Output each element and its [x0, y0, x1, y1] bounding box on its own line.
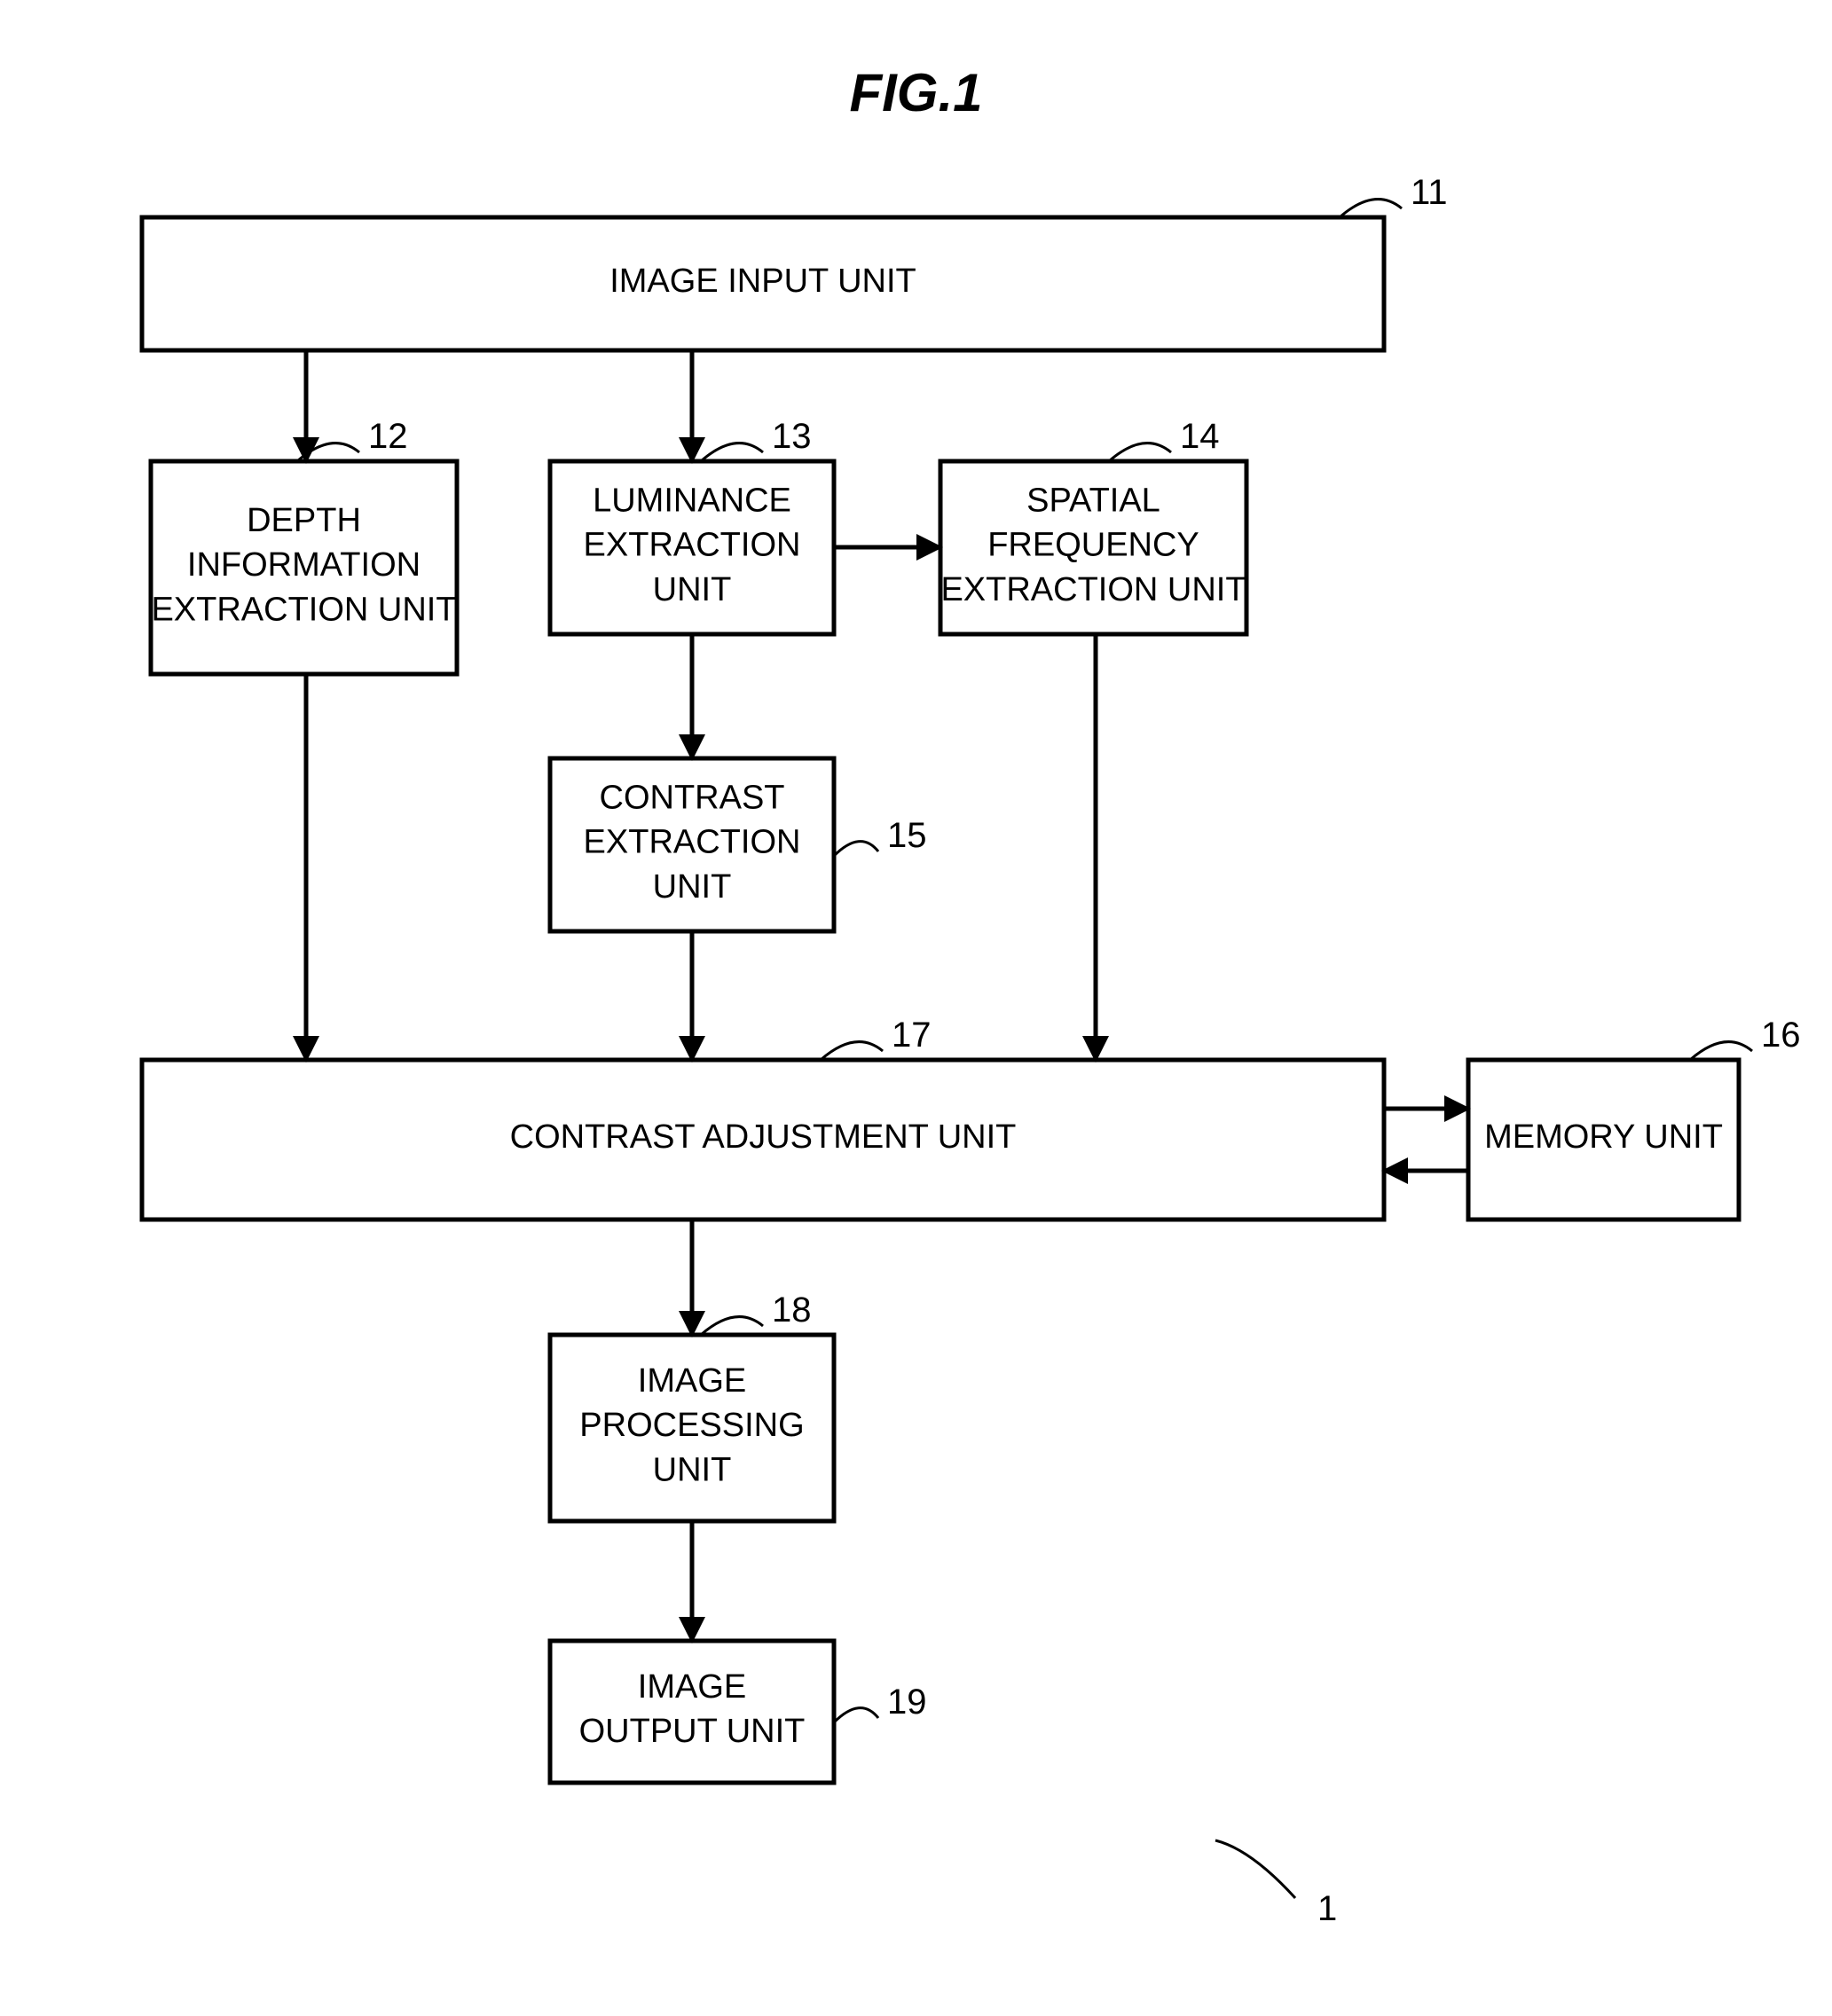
block-12-text: EXTRACTION UNIT [151, 591, 456, 628]
block-17-text: CONTRAST ADJUSTMENT UNIT [510, 1118, 1017, 1156]
block-18-text: IMAGE [638, 1362, 746, 1400]
block-15: CONTRAST EXTRACTION UNIT [550, 758, 834, 931]
block-19: IMAGE OUTPUT UNIT [550, 1641, 834, 1783]
ref-label-11: 11 [1411, 173, 1448, 212]
ref-label-19: 19 [887, 1683, 927, 1722]
ref-label-18: 18 [772, 1290, 812, 1330]
ref-label-13: 13 [772, 417, 812, 456]
block-11: IMAGE INPUT UNIT [142, 217, 1384, 350]
block-13-text: LUMINANCE [593, 482, 791, 519]
block-19-text: IMAGE [638, 1668, 746, 1706]
block-14-text: SPATIAL [1026, 482, 1160, 519]
block-17: CONTRAST ADJUSTMENT UNIT [142, 1060, 1384, 1220]
figure-title: FIG.1 [849, 63, 982, 122]
block-13: LUMINANCE EXTRACTION UNIT [550, 461, 834, 634]
ref-label-12: 12 [368, 417, 408, 456]
block-13-text: EXTRACTION [584, 527, 801, 564]
block-14: SPATIAL FREQUENCY EXTRACTION UNIT [940, 461, 1246, 634]
ref-label-14: 14 [1180, 417, 1220, 456]
ref-label-16: 16 [1761, 1016, 1801, 1055]
block-12: DEPTH INFORMATION EXTRACTION UNIT [151, 461, 457, 674]
block-16-text: MEMORY UNIT [1484, 1118, 1723, 1156]
block-18-text: PROCESSING [579, 1407, 804, 1444]
block-14-text: EXTRACTION UNIT [940, 571, 1246, 608]
block-19-text: OUTPUT UNIT [579, 1713, 806, 1750]
block-15-text: CONTRAST [600, 779, 785, 816]
overall-ref-label: 1 [1317, 1889, 1337, 1928]
block-16: MEMORY UNIT [1468, 1060, 1739, 1220]
figure-1-diagram: FIG.1 IMAGE INPUT UNIT DEPTH INFORMATION EXT… [0, 0, 1832, 2016]
ref-label-15: 15 [887, 816, 927, 855]
block-18: IMAGE PROCESSING UNIT [550, 1335, 834, 1521]
block-15-text: EXTRACTION [584, 824, 801, 861]
block-18-text: UNIT [653, 1451, 732, 1488]
block-12-text: DEPTH [247, 502, 361, 539]
block-11-text: IMAGE INPUT UNIT [609, 263, 916, 300]
block-12-text: INFORMATION [187, 546, 421, 584]
ref-label-17: 17 [892, 1016, 932, 1055]
block-15-text: UNIT [653, 868, 732, 906]
block-13-text: UNIT [653, 571, 732, 608]
block-14-text: FREQUENCY [987, 527, 1199, 564]
